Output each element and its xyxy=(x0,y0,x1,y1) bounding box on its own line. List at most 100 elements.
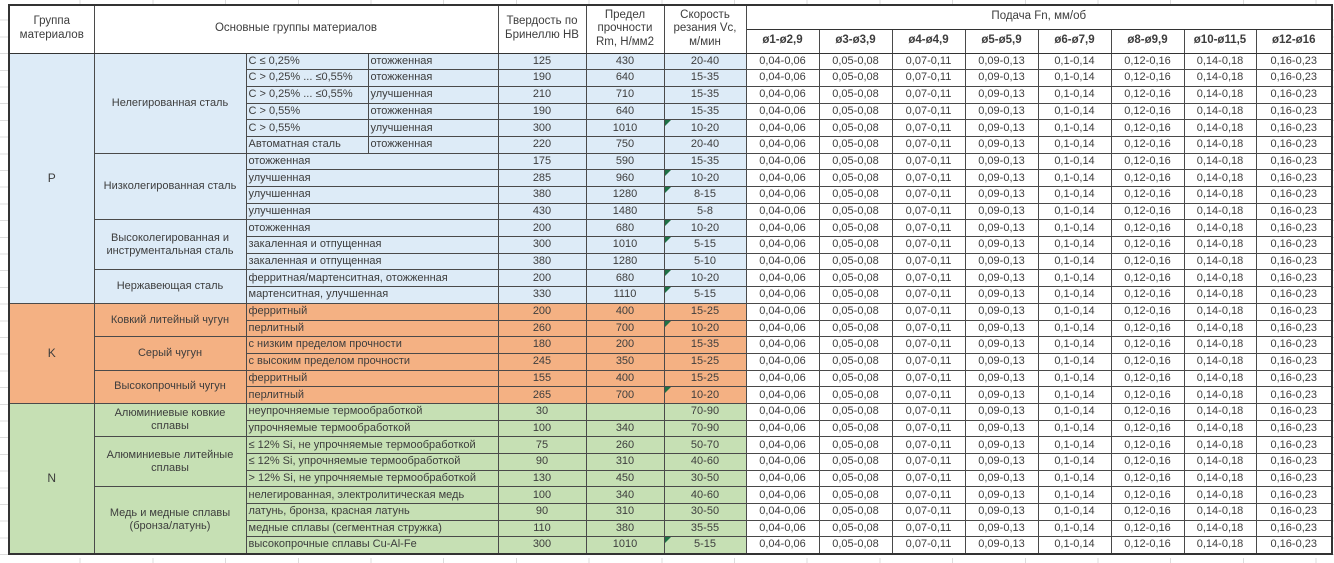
material-detail-cell[interactable]: C > 0,55% xyxy=(245,102,369,121)
feed-value-cell-3[interactable]: 0,09-0,13 xyxy=(964,503,1039,521)
feed-value-cell-3[interactable]: 0,09-0,13 xyxy=(964,419,1039,438)
hardness-hb-cell[interactable]: 100 xyxy=(497,419,587,438)
material-state-cell[interactable]: отожженная xyxy=(367,102,499,121)
feed-value-cell-5[interactable]: 0,12-0,16 xyxy=(1110,85,1185,104)
feed-value-cell-4[interactable]: 0,1-0,14 xyxy=(1037,419,1112,438)
material-detail-cell[interactable]: Автоматная сталь xyxy=(245,135,369,154)
feed-value-cell-3[interactable]: 0,09-0,13 xyxy=(964,319,1039,338)
strength-rm-cell[interactable]: 400 xyxy=(585,369,665,388)
feed-value-cell-0[interactable]: 0,04-0,06 xyxy=(745,503,820,521)
feed-value-cell-0[interactable]: 0,04-0,06 xyxy=(745,135,820,154)
feed-value-cell-7[interactable]: 0,16-0,23 xyxy=(1255,302,1333,321)
feed-value-cell-3[interactable]: 0,09-0,13 xyxy=(964,119,1039,137)
feed-value-cell-2[interactable]: 0,07-0,11 xyxy=(891,119,966,137)
feed-value-cell-3[interactable]: 0,09-0,13 xyxy=(964,169,1039,187)
feed-value-cell-1[interactable]: 0,05-0,08 xyxy=(818,269,893,288)
cutting-speed-vc-cell[interactable]: 20-40 xyxy=(663,135,747,154)
feed-value-cell-3[interactable]: 0,09-0,13 xyxy=(964,352,1039,371)
hardness-hb-cell[interactable]: 265 xyxy=(497,386,587,404)
feed-value-cell-6[interactable]: 0,14-0,18 xyxy=(1183,169,1257,187)
feed-value-cell-3[interactable]: 0,09-0,13 xyxy=(964,536,1039,555)
feed-value-cell-4[interactable]: 0,1-0,14 xyxy=(1037,402,1112,421)
strength-rm-cell[interactable]: 450 xyxy=(585,469,665,488)
feed-value-cell-3[interactable]: 0,09-0,13 xyxy=(964,336,1039,354)
feed-value-cell-5[interactable]: 0,12-0,16 xyxy=(1110,486,1185,505)
feed-value-cell-2[interactable]: 0,07-0,11 xyxy=(891,436,966,454)
feed-value-cell-6[interactable]: 0,14-0,18 xyxy=(1183,219,1257,238)
feed-value-cell-0[interactable]: 0,04-0,06 xyxy=(745,236,820,254)
strength-rm-cell[interactable]: 680 xyxy=(585,219,665,238)
feed-value-cell-5[interactable]: 0,12-0,16 xyxy=(1110,269,1185,288)
feed-value-cell-5[interactable]: 0,12-0,16 xyxy=(1110,402,1185,421)
feed-value-cell-5[interactable]: 0,12-0,16 xyxy=(1110,369,1185,388)
feed-value-cell-7[interactable]: 0,16-0,23 xyxy=(1255,519,1333,538)
feed-value-cell-0[interactable]: 0,04-0,06 xyxy=(745,519,820,538)
feed-value-cell-3[interactable]: 0,09-0,13 xyxy=(964,186,1039,204)
hardness-hb-cell[interactable]: 110 xyxy=(497,519,587,538)
feed-value-cell-6[interactable]: 0,14-0,18 xyxy=(1183,202,1257,221)
strength-rm-cell[interactable]: 640 xyxy=(585,69,665,87)
strength-rm-cell[interactable]: 380 xyxy=(585,519,665,538)
hardness-hb-cell[interactable]: 300 xyxy=(497,536,587,555)
hardness-hb-cell[interactable]: 175 xyxy=(497,152,587,171)
feed-value-cell-3[interactable]: 0,09-0,13 xyxy=(964,436,1039,454)
material-detail-cell[interactable]: медные сплавы (сегментная стружка) xyxy=(245,519,499,538)
feed-value-cell-2[interactable]: 0,07-0,11 xyxy=(891,453,966,471)
feed-value-cell-2[interactable]: 0,07-0,11 xyxy=(891,269,966,288)
feed-value-cell-1[interactable]: 0,05-0,08 xyxy=(818,236,893,254)
feed-value-cell-4[interactable]: 0,1-0,14 xyxy=(1037,486,1112,505)
cutting-speed-vc-cell[interactable]: 10-20 xyxy=(663,386,747,404)
feed-value-cell-4[interactable]: 0,1-0,14 xyxy=(1037,519,1112,538)
feed-value-cell-4[interactable]: 0,1-0,14 xyxy=(1037,436,1112,454)
feed-value-cell-0[interactable]: 0,04-0,06 xyxy=(745,102,820,121)
header-feed-diameter-1[interactable]: ø3-ø3,9 xyxy=(818,28,893,54)
feed-value-cell-4[interactable]: 0,1-0,14 xyxy=(1037,252,1112,271)
feed-value-cell-5[interactable]: 0,12-0,16 xyxy=(1110,69,1185,87)
feed-value-cell-7[interactable]: 0,16-0,23 xyxy=(1255,453,1333,471)
feed-value-cell-3[interactable]: 0,09-0,13 xyxy=(964,219,1039,238)
feed-value-cell-6[interactable]: 0,14-0,18 xyxy=(1183,352,1257,371)
feed-value-cell-2[interactable]: 0,07-0,11 xyxy=(891,202,966,221)
hardness-hb-cell[interactable]: 190 xyxy=(497,69,587,87)
strength-rm-cell[interactable]: 710 xyxy=(585,85,665,104)
feed-value-cell-5[interactable]: 0,12-0,16 xyxy=(1110,286,1185,304)
material-detail-cell[interactable]: C > 0,25% ... ≤0,55% xyxy=(245,85,369,104)
cutting-speed-vc-cell[interactable]: 5-10 xyxy=(663,252,747,271)
feed-value-cell-6[interactable]: 0,14-0,18 xyxy=(1183,85,1257,104)
feed-value-cell-6[interactable]: 0,14-0,18 xyxy=(1183,519,1257,538)
feed-value-cell-1[interactable]: 0,05-0,08 xyxy=(818,319,893,338)
feed-value-cell-6[interactable]: 0,14-0,18 xyxy=(1183,336,1257,354)
cutting-speed-vc-cell[interactable]: 10-20 xyxy=(663,219,747,238)
hardness-hb-cell[interactable]: 300 xyxy=(497,119,587,137)
feed-value-cell-5[interactable]: 0,12-0,16 xyxy=(1110,252,1185,271)
feed-value-cell-2[interactable]: 0,07-0,11 xyxy=(891,336,966,354)
feed-value-cell-2[interactable]: 0,07-0,11 xyxy=(891,402,966,421)
strength-rm-cell[interactable]: 1110 xyxy=(585,286,665,304)
feed-value-cell-7[interactable]: 0,16-0,23 xyxy=(1255,486,1333,505)
cutting-speed-vc-cell[interactable]: 10-20 xyxy=(663,169,747,187)
feed-value-cell-2[interactable]: 0,07-0,11 xyxy=(891,169,966,187)
feed-value-cell-2[interactable]: 0,07-0,11 xyxy=(891,302,966,321)
strength-rm-cell[interactable]: 310 xyxy=(585,503,665,521)
feed-value-cell-6[interactable]: 0,14-0,18 xyxy=(1183,319,1257,338)
feed-value-cell-7[interactable]: 0,16-0,23 xyxy=(1255,503,1333,521)
strength-rm-cell[interactable]: 1010 xyxy=(585,236,665,254)
feed-value-cell-5[interactable]: 0,12-0,16 xyxy=(1110,503,1185,521)
feed-value-cell-6[interactable]: 0,14-0,18 xyxy=(1183,469,1257,488)
material-detail-cell[interactable]: мартенситная, улучшенная xyxy=(245,286,499,304)
feed-value-cell-4[interactable]: 0,1-0,14 xyxy=(1037,102,1112,121)
feed-value-cell-7[interactable]: 0,16-0,23 xyxy=(1255,469,1333,488)
material-detail-cell[interactable]: неупрочняемые термообработкой xyxy=(245,402,499,421)
cutting-speed-vc-cell[interactable]: 30-50 xyxy=(663,469,747,488)
feed-value-cell-6[interactable]: 0,14-0,18 xyxy=(1183,286,1257,304)
hardness-hb-cell[interactable]: 180 xyxy=(497,336,587,354)
strength-rm-cell[interactable]: 1280 xyxy=(585,186,665,204)
header-brinell-hardness[interactable]: Твердость по Бринеллю HB xyxy=(497,4,587,54)
cutting-speed-vc-cell[interactable]: 35-55 xyxy=(663,519,747,538)
feed-value-cell-1[interactable]: 0,05-0,08 xyxy=(818,52,893,71)
feed-value-cell-0[interactable]: 0,04-0,06 xyxy=(745,402,820,421)
feed-value-cell-1[interactable]: 0,05-0,08 xyxy=(818,352,893,371)
feed-value-cell-2[interactable]: 0,07-0,11 xyxy=(891,252,966,271)
hardness-hb-cell[interactable]: 245 xyxy=(497,352,587,371)
material-state-cell[interactable]: отожженная xyxy=(367,135,499,154)
